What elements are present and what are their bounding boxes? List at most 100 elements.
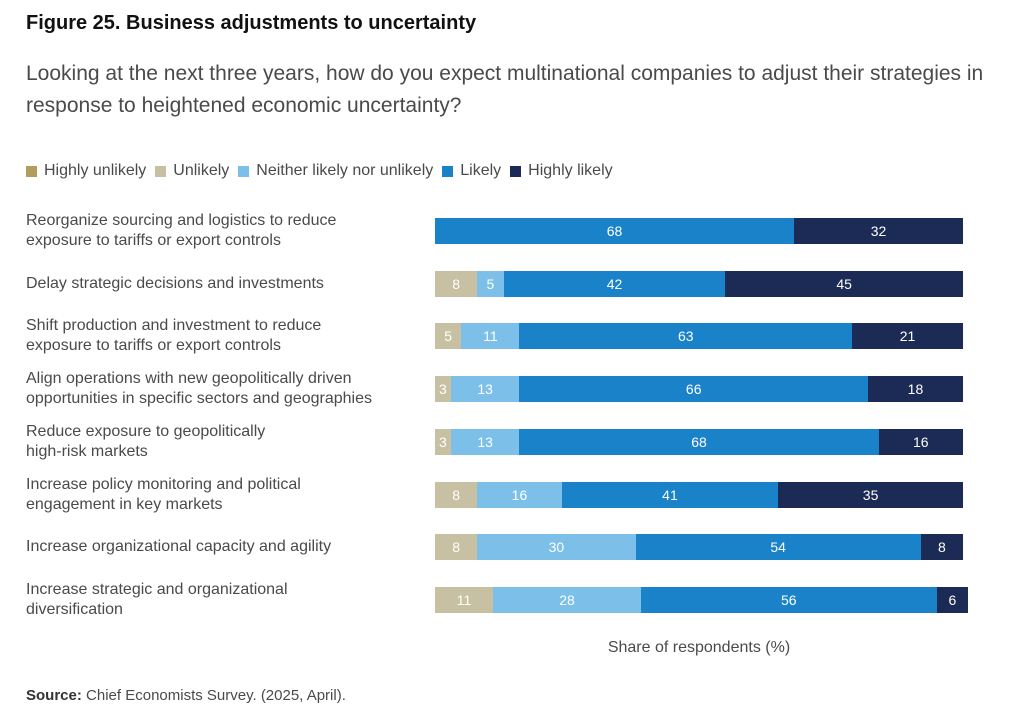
data-label: 16: [511, 486, 528, 503]
category-label-line: Increase policy monitoring and political: [26, 475, 301, 493]
category-label: Increase policy monitoring and political…: [26, 473, 426, 517]
data-label: 11: [483, 328, 498, 345]
category-label-line: exposure to tariffs or export controls: [26, 337, 281, 355]
data-label: 18: [907, 381, 924, 398]
bar-segment: 35: [778, 481, 963, 508]
category-label-text: Increase strategic and organizational div…: [26, 580, 288, 620]
category-label-line: Reduce exposure to geopolitically: [26, 422, 266, 440]
data-label: 66: [685, 381, 702, 398]
data-label: 56: [780, 591, 797, 608]
category-label-line: Delay strategic decisions and investment…: [26, 274, 324, 292]
legend-item: Highly unlikely: [26, 162, 146, 180]
data-label: 5: [486, 275, 495, 292]
data-label: 3: [439, 381, 447, 398]
data-label: 32: [870, 223, 887, 239]
bar-segment: 68: [435, 218, 795, 244]
legend-label: Neither likely nor unlikely: [256, 162, 434, 179]
data-label: 8: [452, 486, 461, 503]
category-label-text: Align operations with new geopolitically…: [26, 369, 372, 409]
data-label: 45: [836, 275, 852, 292]
data-label: 63: [677, 328, 694, 345]
data-label: 35: [862, 486, 879, 503]
bar-segment: 66: [519, 376, 868, 403]
data-label: 21: [899, 328, 916, 345]
bar-segment: 21: [852, 323, 963, 350]
category-label: Increase strategic and organizational div…: [26, 578, 426, 622]
figure-title: Figure 25. Business adjustments to uncer…: [26, 12, 477, 34]
bar-segment: 28: [493, 586, 641, 613]
legend-swatch: [238, 165, 250, 177]
legend-item: Highly likely: [510, 162, 613, 180]
bar-segment: 41: [561, 481, 779, 508]
category-label-line: engagement in key markets: [26, 495, 223, 513]
bar-segment: 8: [435, 481, 478, 508]
bar-segment: 45: [725, 270, 963, 297]
data-label: 8: [937, 539, 946, 556]
bar-segment: 8: [435, 534, 478, 561]
data-label: 68: [606, 223, 623, 239]
data-label: 16: [912, 433, 929, 450]
category-label-text: Increase policy monitoring and political…: [26, 475, 301, 515]
bar-segment: 13: [450, 428, 520, 455]
bar-segment: 11: [461, 323, 520, 350]
data-label: 11: [456, 591, 472, 608]
data-label: 28: [559, 591, 575, 608]
bar-segment: 30: [477, 534, 636, 561]
bar-segment: 8: [920, 534, 963, 561]
chart-legend: Highly unlikely Unlikely Neither likely no…: [26, 162, 622, 180]
category-label-line: exposure to tariffs or export controls: [26, 232, 281, 249]
category-label: Align operations with new geopolitically…: [26, 367, 426, 411]
source-note: Source: Chief Economists Survey. (2025, …: [26, 687, 346, 704]
category-label-line: Increase strategic and organizational: [26, 580, 288, 598]
legend-item: Unlikely: [155, 162, 229, 180]
legend-label: Highly unlikely: [44, 162, 147, 179]
legend-swatch: [155, 165, 167, 177]
bar-segment: 16: [878, 428, 963, 455]
category-label: Shift production and investment to reduc…: [26, 314, 426, 358]
data-label: 8: [452, 539, 461, 556]
data-label: 13: [477, 433, 493, 450]
category-label-text: Increase organizational capacity and agi…: [26, 537, 331, 557]
figure-subtitle: Looking at the next three years, how do …: [26, 62, 984, 117]
data-label: 5: [444, 328, 453, 345]
data-label: 6: [948, 591, 957, 608]
data-label: 42: [606, 275, 623, 292]
legend-item: Likely: [442, 162, 501, 180]
bar-segment: 11: [435, 586, 494, 613]
bar-segment: 32: [794, 218, 963, 244]
data-label: 3: [439, 433, 447, 450]
bar-segment: 13: [450, 376, 520, 403]
bar-segment: 54: [635, 534, 921, 561]
category-label-line: Increase organizational capacity and agi…: [26, 538, 332, 556]
category-label: Delay strategic decisions and investment…: [26, 262, 426, 306]
bar-segment: 8: [435, 270, 478, 297]
data-label: 41: [662, 486, 678, 503]
category-label-line: Shift production and investment to reduc…: [26, 317, 322, 335]
data-label: 30: [548, 539, 565, 556]
category-label-line: diversification: [26, 600, 123, 618]
x-axis-label: Share of respondents (%): [607, 639, 791, 656]
bar-segment: 16: [477, 481, 562, 508]
legend-label: Unlikely: [173, 162, 230, 179]
data-label: 54: [770, 539, 786, 556]
legend-swatch: [510, 165, 522, 177]
category-label: Reorganize sourcing and logistics to red…: [26, 209, 426, 253]
bar-segment: 56: [640, 586, 937, 613]
legend-swatch: [26, 165, 37, 177]
category-label-line: Reorganize sourcing and logistics to red…: [26, 212, 337, 229]
legend-swatch: [442, 165, 454, 177]
category-label-text: Delay strategic decisions and investment…: [26, 274, 324, 294]
bar-segment: 3: [435, 428, 451, 455]
category-label: Reduce exposure to geopolitically high-ri…: [26, 420, 426, 464]
category-label-line: opportunities in specific sectors and ge…: [26, 390, 372, 408]
legend-label: Highly likely: [528, 162, 613, 179]
category-label-line: Align operations with new geopolitically…: [26, 370, 352, 388]
bar-segment: 68: [519, 428, 879, 455]
category-label-text: Reduce exposure to geopolitically high-ri…: [26, 422, 265, 462]
category-label-text: Shift production and investment to reduc…: [26, 316, 321, 356]
bar-segment: 18: [867, 376, 963, 403]
bar-segment: 42: [503, 270, 726, 297]
legend-label: Likely: [460, 162, 502, 179]
category-label: Increase organizational capacity and agi…: [26, 525, 426, 569]
bar-segment: 63: [519, 323, 853, 350]
